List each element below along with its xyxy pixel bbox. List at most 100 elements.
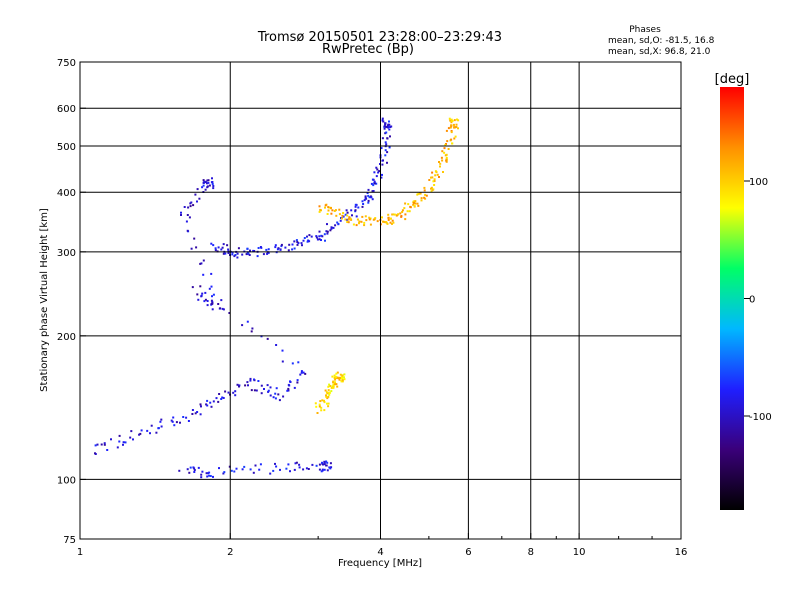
echo-point	[305, 467, 308, 470]
echo-point	[337, 222, 340, 225]
echo-point	[332, 380, 335, 383]
echo-point	[308, 234, 311, 237]
echo-point	[375, 166, 378, 169]
echo-point	[203, 300, 206, 303]
echo-point	[103, 442, 106, 445]
echo-point	[298, 466, 301, 469]
echo-point	[341, 380, 344, 383]
echo-point	[226, 244, 229, 247]
x-tick-label: 4	[377, 547, 383, 558]
echo-point	[354, 205, 357, 208]
echo-point	[221, 396, 224, 399]
echo-point	[384, 154, 387, 157]
echo-point	[272, 469, 275, 472]
echo-point	[439, 165, 441, 168]
echo-point	[186, 214, 189, 216]
echo-point	[202, 179, 205, 182]
echo-point	[310, 235, 313, 238]
echo-point	[249, 377, 252, 380]
echo-point	[454, 135, 457, 138]
echo-point	[170, 419, 173, 422]
echo-point	[343, 376, 345, 379]
echo-point	[441, 150, 444, 153]
x-tick-label: 16	[675, 547, 688, 558]
echo-point	[404, 213, 407, 216]
echo-point	[155, 431, 158, 434]
echo-point	[386, 222, 389, 225]
echo-point	[266, 384, 269, 387]
echo-point	[318, 463, 321, 466]
echo-point	[338, 208, 341, 211]
echo-point	[365, 197, 368, 200]
echo-point	[335, 372, 338, 375]
echo-point	[381, 137, 384, 140]
echo-point	[388, 125, 391, 128]
echo-point	[424, 193, 427, 196]
echo-point	[323, 399, 325, 402]
echo-point	[430, 187, 432, 190]
echo-point	[256, 255, 259, 258]
echo-point	[367, 194, 370, 197]
echo-point	[244, 384, 247, 387]
echo-point	[384, 149, 387, 152]
echo-point	[328, 206, 331, 209]
echo-point	[267, 390, 270, 393]
echo-point	[269, 472, 272, 475]
echo-point	[297, 361, 300, 364]
echo-point	[323, 409, 326, 412]
echo-point	[321, 399, 324, 402]
echo-point	[339, 219, 342, 222]
echo-point	[245, 253, 248, 256]
echo-point	[430, 190, 433, 193]
echo-point	[334, 375, 337, 378]
echo-point	[217, 246, 220, 249]
echo-point	[385, 125, 387, 128]
echo-point	[201, 186, 204, 189]
echo-point	[291, 248, 294, 251]
echo-point	[420, 199, 423, 202]
echo-point	[362, 203, 365, 205]
echo-point	[267, 389, 270, 392]
echo-point	[320, 239, 322, 241]
echo-point	[443, 151, 446, 154]
echo-point	[303, 237, 306, 239]
echo-point	[206, 182, 208, 185]
echo-point	[206, 185, 209, 188]
echo-point	[277, 247, 280, 250]
echo-point	[370, 196, 373, 199]
echo-point	[368, 196, 371, 199]
echo-point	[186, 468, 189, 471]
echo-point	[212, 475, 214, 478]
echo-point	[224, 390, 227, 393]
echo-point	[332, 385, 335, 388]
echo-point	[173, 424, 176, 427]
echo-point	[188, 216, 191, 219]
echo-point	[267, 248, 270, 251]
echo-point	[138, 433, 141, 436]
echo-point	[376, 220, 379, 223]
echo-point	[207, 179, 210, 182]
echo-point	[333, 210, 336, 212]
echo-point	[247, 252, 250, 255]
echo-point	[420, 197, 423, 200]
echo-point	[190, 247, 193, 250]
echo-point	[340, 380, 343, 383]
echo-point	[320, 409, 323, 412]
echo-point	[188, 471, 191, 474]
echo-point	[274, 392, 277, 395]
echo-point	[453, 126, 456, 129]
echo-point	[94, 444, 97, 447]
echo-point	[450, 131, 453, 134]
echo-point	[196, 293, 199, 296]
echo-point	[234, 394, 237, 397]
echo-point	[275, 465, 278, 468]
echo-point	[193, 467, 196, 470]
echo-point	[370, 182, 373, 185]
echo-point	[419, 192, 422, 195]
echo-point	[368, 218, 371, 221]
echo-point	[318, 238, 321, 241]
echo-point	[193, 237, 196, 240]
echo-point	[200, 405, 202, 408]
echo-point	[413, 204, 416, 207]
echo-point	[386, 137, 389, 140]
